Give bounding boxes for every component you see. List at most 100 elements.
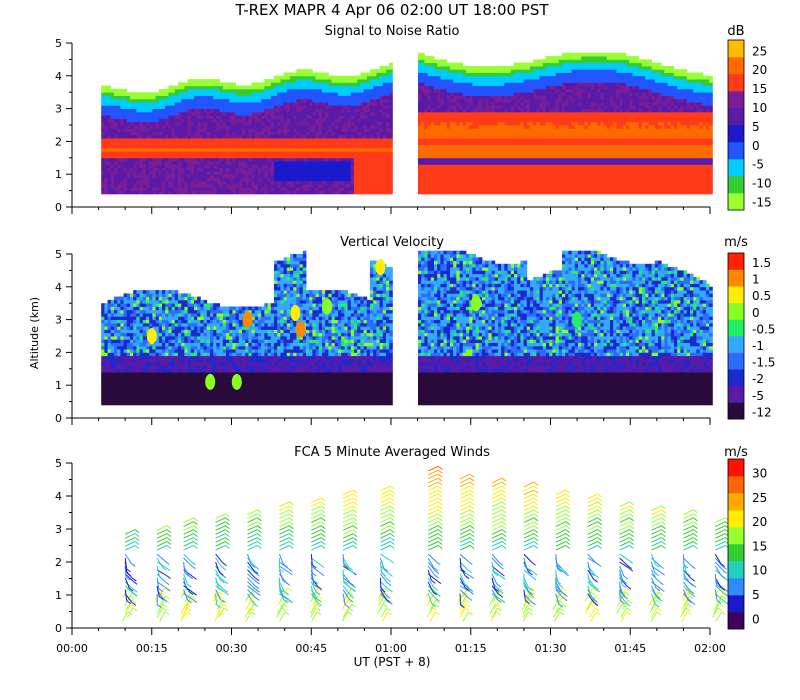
heatmap-cell bbox=[482, 105, 486, 109]
heatmap-cell bbox=[434, 180, 438, 185]
heatmap-cell bbox=[251, 177, 256, 182]
heatmap-cell bbox=[264, 154, 268, 159]
heatmap-cell bbox=[158, 157, 163, 162]
heatmap-cell bbox=[158, 170, 163, 175]
heatmap-cell bbox=[526, 79, 531, 83]
heatmap-cell bbox=[453, 115, 457, 119]
heatmap-cell bbox=[290, 79, 294, 83]
heatmap-cell bbox=[261, 85, 265, 90]
heatmap-cell bbox=[152, 111, 156, 116]
heatmap-cell bbox=[370, 138, 374, 142]
heatmap-cell bbox=[344, 184, 348, 188]
heatmap-cell bbox=[555, 180, 560, 185]
heatmap-cell bbox=[418, 98, 422, 103]
heatmap-cell bbox=[331, 157, 336, 162]
heatmap-cell bbox=[552, 180, 556, 185]
heatmap-cell bbox=[514, 128, 518, 132]
heatmap-cell bbox=[312, 118, 316, 123]
heatmap-cell bbox=[322, 138, 326, 142]
heatmap-cell bbox=[283, 180, 288, 185]
heatmap-cell bbox=[142, 128, 147, 132]
heatmap-cell bbox=[293, 177, 297, 182]
heatmap-cell bbox=[101, 121, 105, 126]
heatmap-cell bbox=[440, 184, 444, 188]
heatmap-cell bbox=[126, 102, 131, 106]
heatmap-cell bbox=[466, 154, 470, 159]
heatmap-cell bbox=[184, 128, 188, 132]
heatmap-cell bbox=[389, 151, 393, 155]
heatmap-cell bbox=[190, 102, 195, 106]
heatmap-cell bbox=[542, 174, 547, 178]
heatmap-cell bbox=[187, 184, 192, 188]
heatmap-cell bbox=[235, 85, 240, 90]
heatmap-cell bbox=[216, 131, 220, 136]
heatmap-cell bbox=[434, 128, 438, 132]
heatmap-cell bbox=[418, 161, 422, 165]
heatmap-cell bbox=[510, 121, 515, 126]
heatmap-cell bbox=[341, 108, 345, 113]
heatmap-cell bbox=[498, 164, 502, 169]
heatmap-cell bbox=[427, 85, 432, 90]
heatmap-cell bbox=[206, 79, 211, 83]
heatmap-cell bbox=[235, 95, 240, 100]
heatmap-cell bbox=[456, 118, 460, 123]
heatmap-cell bbox=[462, 170, 467, 175]
heatmap-cell bbox=[482, 187, 486, 191]
heatmap-cell bbox=[213, 170, 217, 175]
heatmap-cell bbox=[373, 180, 377, 185]
heatmap-cell bbox=[440, 151, 444, 155]
heatmap-cell bbox=[334, 187, 339, 191]
heatmap-cell bbox=[494, 144, 499, 149]
heatmap-cell bbox=[469, 141, 473, 146]
heatmap-cell bbox=[350, 134, 355, 139]
heatmap-cell bbox=[264, 92, 268, 96]
heatmap-cell bbox=[229, 141, 233, 146]
heatmap-cell bbox=[424, 59, 428, 64]
heatmap-cell bbox=[421, 115, 425, 119]
heatmap-cell bbox=[344, 187, 348, 191]
heatmap-cell bbox=[430, 184, 435, 188]
heatmap-cell bbox=[462, 187, 467, 191]
heatmap-cell bbox=[190, 148, 195, 152]
heatmap-cell bbox=[328, 128, 332, 132]
heatmap-cell bbox=[370, 184, 374, 188]
heatmap-cell bbox=[197, 118, 201, 123]
heatmap-cell bbox=[434, 75, 438, 80]
heatmap-cell bbox=[213, 121, 217, 126]
heatmap-cell bbox=[322, 131, 326, 136]
heatmap-cell bbox=[322, 164, 326, 169]
heatmap-cell bbox=[514, 95, 518, 100]
heatmap-cell bbox=[341, 141, 345, 146]
heatmap-cell bbox=[226, 190, 230, 195]
heatmap-cell bbox=[373, 177, 377, 182]
heatmap-cell bbox=[558, 102, 563, 106]
heatmap-cell bbox=[232, 102, 236, 106]
heatmap-cell bbox=[376, 180, 380, 185]
heatmap-cell bbox=[110, 92, 115, 96]
heatmap-cell bbox=[235, 128, 240, 132]
heatmap-cell bbox=[302, 141, 307, 146]
heatmap-cell bbox=[290, 141, 294, 146]
heatmap-cell bbox=[229, 82, 233, 87]
heatmap-cell bbox=[325, 184, 329, 188]
heatmap-cell bbox=[462, 164, 467, 169]
heatmap-cell bbox=[523, 177, 528, 182]
heatmap-cell bbox=[510, 187, 515, 191]
heatmap-cell bbox=[539, 151, 544, 155]
heatmap-cell bbox=[101, 138, 105, 142]
heatmap-cell bbox=[498, 187, 502, 191]
heatmap-cell bbox=[382, 141, 387, 146]
heatmap-cell bbox=[114, 180, 118, 185]
heatmap-cell bbox=[424, 62, 428, 67]
heatmap-cell bbox=[507, 131, 512, 136]
heatmap-cell bbox=[434, 92, 438, 96]
heatmap-cell bbox=[523, 144, 528, 149]
heatmap-cell bbox=[379, 180, 384, 185]
heatmap-cell bbox=[242, 121, 246, 126]
heatmap-cell bbox=[526, 75, 531, 80]
heatmap-cell bbox=[443, 167, 448, 172]
heatmap-cell bbox=[437, 108, 441, 113]
heatmap-cell bbox=[270, 131, 275, 136]
heatmap-cell bbox=[254, 187, 259, 191]
heatmap-cell bbox=[296, 167, 300, 172]
